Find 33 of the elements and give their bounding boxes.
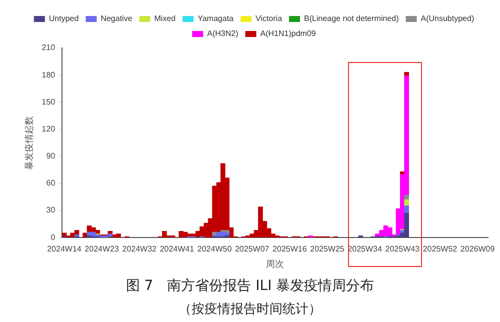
y-tick-label: 210 [42, 43, 56, 52]
y-tick-label: 150 [42, 97, 56, 106]
legend-label: Victoria [255, 14, 283, 24]
y-tick-label: 30 [46, 206, 56, 215]
legend-label: Yamagata [198, 14, 234, 24]
y-tick-label: 180 [42, 70, 56, 80]
legend-label: B(Lineage not determined) [304, 14, 400, 24]
y-tick-label: 60 [46, 178, 56, 188]
x-tick-label: 2025W43 [385, 244, 420, 254]
legend-label: A(Unsubtyped) [420, 14, 474, 24]
x-tick-label: 2024W14 [47, 244, 82, 254]
legend-label: Mixed [154, 14, 176, 24]
legend-label: A(H3N2) [207, 29, 239, 38]
text: 图 7 南方省份报告 ILI 暴发疫情周分布 [124, 277, 376, 295]
x-tick-label: 2024W50 [197, 244, 232, 254]
legend-label: Untyped [48, 14, 79, 24]
x-tick-label: 2026W09 [460, 244, 496, 254]
x-tick-label: 2025W16 [272, 244, 308, 254]
x-tick-label: 2024W41 [160, 244, 195, 254]
x-axis-title: 周次 [266, 259, 284, 270]
x-tick-label: 2025W25 [310, 244, 345, 254]
y-axis-title: 暴发疫情起数 [24, 116, 34, 170]
y-tick-label: 0 [50, 232, 56, 242]
y-tick-label: 120 [42, 124, 56, 134]
x-tick-label: 2025W52 [422, 244, 458, 254]
x-tick-label: 2025W34 [348, 244, 383, 254]
x-tick-label: 2025W07 [234, 244, 270, 254]
legend-label: Negative [100, 14, 133, 24]
text: （按疫情报告时间统计） [178, 301, 322, 318]
y-tick-label: 90 [46, 152, 56, 161]
legend-label: A(H1N1)pdm09 [260, 29, 316, 38]
x-tick-label: 2024W23 [84, 244, 120, 254]
x-tick-label: 2024W32 [122, 244, 158, 254]
